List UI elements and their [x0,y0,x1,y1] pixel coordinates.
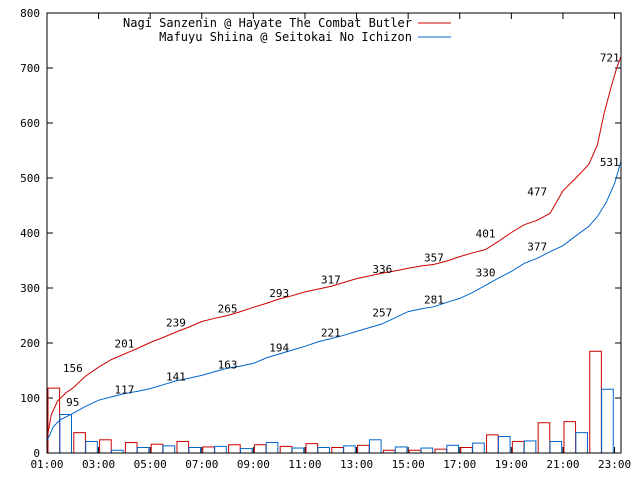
bar-series-1 [162,445,176,454]
y-tick-label: 0 [33,447,40,460]
x-tick-label: 05:00 [134,458,167,471]
bar-series-0 [124,442,138,454]
data-label-series-0: 265 [218,302,238,315]
y-tick-label: 300 [20,282,40,295]
data-label-series-1: 117 [114,384,134,397]
bar-series-0 [537,422,551,454]
data-label-series-1: 95 [66,396,79,409]
bar-series-1 [343,445,356,454]
bar-series-0 [357,444,370,454]
line-series-1 [46,160,622,442]
bar-series-1 [136,447,150,454]
data-label-series-1: 221 [321,326,341,339]
bar-series-1 [549,440,563,454]
bar-series-1 [420,447,434,454]
x-tick-label: 13:00 [340,458,373,471]
legend: Nagi Sanzenin @ Hayate The Combat Butler… [123,16,451,44]
bar-series-1 [446,444,459,454]
bar-series-0 [176,440,190,454]
x-tick-label: 11:00 [288,458,321,471]
bar-series-0 [486,434,499,454]
data-label-series-1: 163 [218,358,238,371]
y-tick-label: 700 [20,62,40,75]
x-tick-label: 21:00 [546,458,579,471]
data-label-series-1: 257 [372,307,392,320]
bar-series-0 [99,439,112,454]
legend-label-series-1: Mafuyu Shiina @ Seitokai No Ichizon [159,30,412,44]
hourly-bars [47,350,614,454]
y-tick-label: 600 [20,117,40,130]
data-label-series-0: 317 [321,274,341,287]
bar-series-1 [291,447,305,454]
y-tick-label: 100 [20,392,40,405]
y-tick-label: 500 [20,172,40,185]
x-tick-label: 03:00 [82,458,115,471]
data-label-series-0: 239 [166,317,186,330]
x-tick-label: 23:00 [598,458,631,471]
data-label-series-1: 281 [424,293,444,306]
data-labels: 156 201 239 265 293 317 336 357 401 477 721 95 117 14… [63,51,620,408]
bar-series-0 [434,448,448,454]
bar-series-1 [265,442,279,454]
data-label-series-1: 330 [476,267,496,280]
bar-series-0 [150,443,164,454]
bar-series-1 [394,446,408,454]
bar-series-0 [331,447,344,454]
bar-series-1 [601,388,614,454]
x-tick-label: 17:00 [443,458,476,471]
data-label-series-0: 357 [424,252,444,265]
x-tick-label: 01:00 [30,458,63,471]
x-tick-label: 09:00 [237,458,270,471]
bar-series-1 [472,442,485,454]
line-series-0 [46,56,622,440]
data-label-series-0: 201 [114,337,134,350]
bar-series-0 [279,445,293,454]
x-tick-label: 07:00 [185,458,218,471]
y-tick-label: 200 [20,337,40,350]
data-label-series-1: 194 [269,341,289,354]
data-label-series-0: 401 [476,227,496,240]
bar-series-1 [497,436,511,454]
bar-series-0 [460,447,473,454]
bar-series-0 [589,350,602,454]
bar-series-0 [253,444,267,454]
bar-series-1 [214,445,227,454]
axis-ticks: 0 100 200 300 400 500 600 700 800 01:00 03:00 05:00… [20,7,631,471]
bar-series-0 [511,440,525,454]
y-tick-label: 800 [20,7,40,20]
legend-label-series-0: Nagi Sanzenin @ Hayate The Combat Butler [123,16,412,30]
data-label-series-0: 156 [63,362,83,375]
bar-series-1 [59,414,73,454]
bar-series-0 [305,443,319,454]
x-tick-label: 15:00 [392,458,425,471]
bar-series-0 [202,446,215,454]
bar-series-1 [85,440,98,454]
bar-series-1 [239,448,253,454]
cumulative-lines [46,56,622,442]
bar-series-1 [523,440,537,454]
x-tick-label: 19:00 [495,458,528,471]
bar-series-0 [563,421,577,454]
data-label-series-1: 377 [527,241,547,254]
data-label-series-0: 477 [527,186,547,199]
data-label-series-0: 336 [372,263,392,276]
bar-series-1 [575,432,588,454]
data-label-series-1: 141 [166,370,186,383]
bar-series-0 [228,444,241,454]
y-tick-label: 400 [20,227,40,240]
data-label-series-0: 293 [269,287,289,300]
bar-series-0 [73,432,86,454]
data-label-series-0: 721 [600,51,620,64]
bar-series-1 [317,447,330,454]
bar-series-1 [368,439,382,454]
bar-series-1 [188,447,201,454]
plot-frame [46,12,622,454]
data-label-series-1: 531 [600,156,620,169]
